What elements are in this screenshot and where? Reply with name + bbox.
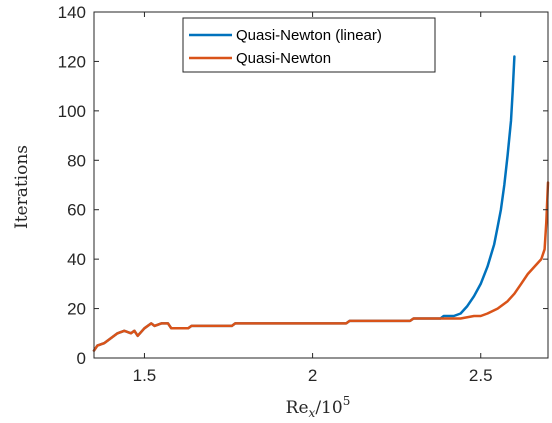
x-axis-label-subscript: x — [309, 406, 316, 420]
series-layer — [92, 55, 550, 352]
axes-box — [93, 11, 549, 359]
y-tick-label: 120 — [58, 52, 86, 71]
x-tick-label: 2 — [308, 366, 317, 385]
legend-label-series-0: Quasi-Newton (linear) — [236, 27, 382, 44]
y-tick-label: 100 — [58, 102, 86, 121]
y-tick-label: 60 — [67, 201, 86, 220]
x-axis-label-rest: /10 — [315, 398, 342, 418]
legend: Quasi-Newton (linear) Quasi-Newton — [182, 17, 436, 73]
axes-layer: 1.5 2 2.5 0 20 40 60 80 100 120 140 — [58, 3, 549, 385]
y-tick-label: 20 — [67, 300, 86, 319]
legend-label-series-1: Quasi-Newton — [236, 50, 331, 67]
x-axis-label-main: Re — [286, 398, 309, 418]
y-tick-label: 0 — [77, 349, 86, 368]
y-tick-label: 80 — [67, 151, 86, 170]
y-tick-label: 40 — [67, 250, 86, 269]
series-line-1 — [92, 181, 550, 352]
x-axis-label-superscript: 5 — [343, 394, 351, 408]
y-axis-label: Iterations — [12, 145, 32, 229]
legend-box — [182, 17, 436, 73]
x-tick-label: 1.5 — [133, 366, 157, 385]
y-tick-label: 140 — [58, 3, 86, 22]
x-axis-label: Rex/105 — [286, 394, 351, 420]
x-tick-label: 2.5 — [469, 366, 493, 385]
